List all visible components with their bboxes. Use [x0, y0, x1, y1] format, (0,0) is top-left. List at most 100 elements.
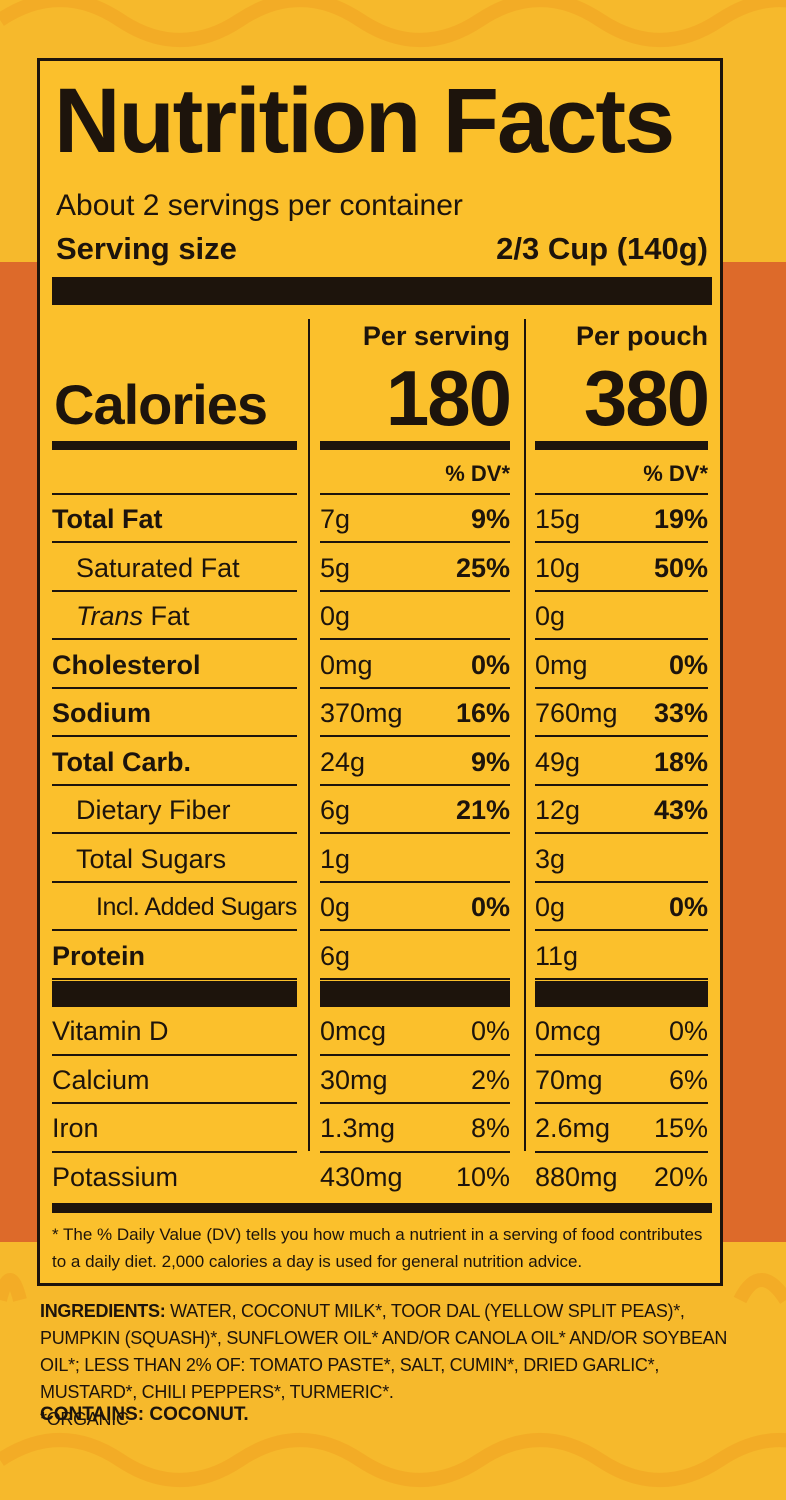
amount-per-pouch: 49g: [535, 747, 581, 777]
trans-italic: Trans: [76, 601, 144, 631]
row-rule: [535, 1151, 708, 1153]
per-pouch-header: Per pouch: [575, 321, 708, 351]
calories-per-pouch: 380: [583, 354, 710, 442]
nutrient-name: Incl. Added Sugars: [96, 893, 297, 921]
serving-divider-bar: [52, 277, 712, 305]
row-rule: [535, 541, 708, 543]
nutrient-row-saturated-fat: Saturated Fat 5g 25% 10g 50%: [40, 544, 726, 592]
amount-per-pouch: 0mcg: [535, 1016, 602, 1046]
row-rule: [52, 1054, 297, 1056]
vitamin-bar-name: [52, 981, 297, 1007]
amount-per-serving: 30mg: [320, 1065, 388, 1095]
dv-per-serving: 25%: [455, 553, 510, 583]
row-rule: [52, 1151, 297, 1153]
amount-per-serving: 24g: [320, 747, 366, 777]
amount-per-serving: 6g: [320, 795, 351, 825]
nutrient-row-protein: Protein 6g 11g: [40, 932, 726, 980]
row-rule: [320, 590, 510, 592]
amount-per-pouch: 11g: [535, 941, 579, 971]
nutrient-name: Trans Fat: [76, 592, 190, 640]
row-rule: [320, 881, 510, 883]
row-rule: [52, 735, 297, 737]
nutrient-row-total-carb: Total Carb. 24g 9% 49g 18%: [40, 738, 726, 786]
amount-per-pouch: 0g: [535, 892, 566, 922]
row-rule: [320, 1054, 510, 1056]
nutrient-name: Total Carb.: [52, 747, 192, 777]
row-rule: [535, 687, 708, 689]
organic-note: *ORGANIC: [40, 1409, 129, 1429]
nutrient-row-added-sugars: Incl. Added Sugars 0g 0% 0g 0%: [40, 883, 726, 931]
dv-per-serving: 2%: [470, 1065, 510, 1095]
dv-header-pouch: % DV*: [643, 461, 708, 486]
column-divider-2: [524, 319, 526, 1151]
row-rule: [535, 978, 708, 980]
nutrient-name: Dietary Fiber: [76, 795, 231, 825]
amount-per-pouch: 0g: [535, 601, 566, 631]
ingredients-block: INGREDIENTS: WATER, COCONUT MILK*, TOOR …: [40, 1298, 730, 1433]
row-rule: [52, 687, 297, 689]
amount-per-serving: 6g: [320, 941, 351, 971]
dv-per-pouch: 18%: [653, 747, 708, 777]
amount-per-pouch: 70mg: [535, 1065, 603, 1095]
row-rule: [320, 638, 510, 640]
row-rule: [320, 832, 510, 834]
calories-label: Calories: [54, 373, 268, 436]
amount-per-pouch: 3g: [535, 844, 566, 874]
dv-per-pouch: 43%: [653, 795, 708, 825]
vitamin-name: Iron: [52, 1113, 99, 1143]
trans-rest: Fat: [143, 601, 190, 631]
nutrient-name: Cholesterol: [52, 650, 201, 680]
row-rule: [320, 1102, 510, 1104]
dv-per-pouch: 0%: [668, 650, 708, 680]
nutrient-name: Saturated Fat: [76, 553, 240, 583]
row-rule: [535, 735, 708, 737]
amount-per-pouch: 2.6mg: [535, 1113, 611, 1143]
vitamin-name: Vitamin D: [52, 1016, 169, 1046]
dv-per-serving: 21%: [455, 795, 510, 825]
dv-per-serving: 0%: [470, 1016, 510, 1046]
amount-per-serving: 0mg: [320, 650, 373, 680]
row-rule: [52, 590, 297, 592]
nutrient-name: Total Sugars: [76, 844, 227, 874]
dv-per-pouch: 0%: [668, 1016, 708, 1046]
dv-per-serving: 0%: [470, 892, 510, 922]
daily-value-footnote: * The % Daily Value (DV) tells you how m…: [52, 1225, 703, 1271]
amount-per-pouch: 12g: [535, 795, 581, 825]
dv-per-serving: 9%: [470, 504, 510, 534]
nutrition-facts-title: Nutrition Facts: [54, 70, 675, 172]
per-serving-header: Per serving: [362, 321, 510, 351]
amount-per-serving: 0g: [320, 601, 351, 631]
nutrient-row-total-fat: Total Fat 7g 9% 15g 19%: [40, 495, 726, 543]
amount-per-serving: 430mg: [320, 1162, 403, 1192]
row-rule: [320, 541, 510, 543]
amount-per-serving: 1.3mg: [320, 1113, 396, 1143]
row-rule: [320, 784, 510, 786]
nutrient-row-cholesterol: Cholesterol 0mg 0% 0mg 0%: [40, 641, 726, 689]
amount-per-serving: 1g: [320, 844, 351, 874]
amount-per-pouch: 0mg: [535, 650, 588, 680]
row-rule: [535, 784, 708, 786]
row-rule: [535, 881, 708, 883]
nutrient-row-sodium: Sodium 370mg 16% 760mg 33%: [40, 689, 726, 737]
calories-bar-serving: [320, 441, 510, 450]
dv-header-serving: % DV*: [445, 461, 510, 486]
row-rule: [320, 929, 510, 931]
ingredients-label: INGREDIENTS:: [40, 1301, 166, 1321]
vitamin-bar-pouch: [535, 981, 708, 1007]
vitamin-row-iron: Iron 1.3mg 8% 2.6mg 15%: [40, 1104, 726, 1152]
nutrient-name: Sodium: [52, 698, 151, 728]
row-rule: [320, 687, 510, 689]
amount-per-serving: 370mg: [320, 698, 403, 728]
row-rule: [320, 735, 510, 737]
row-rule: [320, 978, 510, 980]
amount-per-pouch: 10g: [535, 553, 581, 583]
row-rule: [52, 881, 297, 883]
amount-per-pouch: 15g: [535, 504, 581, 534]
row-rule: [52, 1102, 297, 1104]
row-rule: [52, 493, 297, 495]
nutrition-facts-panel: Nutrition Facts About 2 servings per con…: [37, 58, 723, 1286]
row-rule: [52, 541, 297, 543]
serving-size-label: Serving size: [56, 231, 237, 266]
dv-per-serving: 16%: [455, 698, 510, 728]
